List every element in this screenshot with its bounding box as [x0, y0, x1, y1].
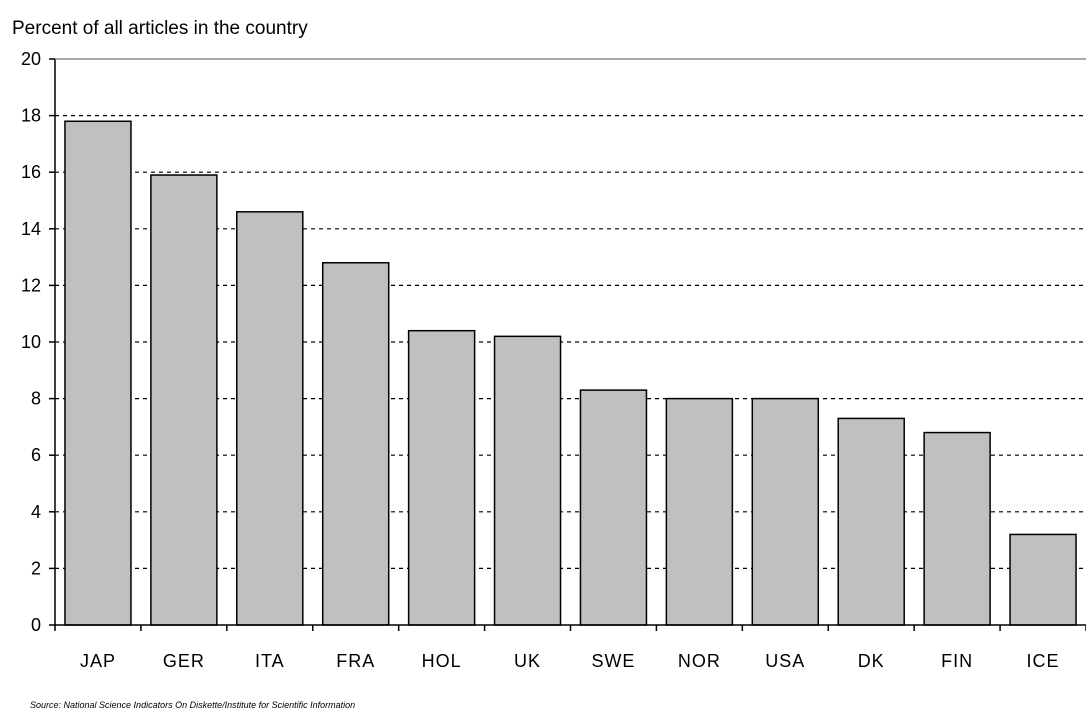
bar-hol: [407, 329, 476, 626]
x-category-label: NOR: [678, 651, 721, 671]
x-category-label: DK: [858, 651, 885, 671]
y-tick-label: 18: [21, 106, 41, 126]
y-tick-label: 2: [31, 558, 41, 578]
bar-usa: [751, 397, 820, 626]
gridlines: [55, 114, 1086, 570]
x-axis-ticks: JAP GER ITA FRA HOL UK SWE NOR USA DK FIN ICE: [54, 625, 1086, 671]
y-tick-label: 8: [31, 389, 41, 409]
x-category-label: FRA: [336, 651, 375, 671]
y-tick-label: 6: [31, 445, 41, 465]
x-category-label: FIN: [941, 651, 973, 671]
x-category-label: JAP: [80, 651, 116, 671]
bar-ger: [150, 174, 218, 626]
y-tick-label: 0: [31, 615, 41, 635]
bar-swe: [579, 389, 648, 626]
x-category-label: HOL: [422, 651, 462, 671]
y-tick-label: 4: [31, 502, 41, 522]
y-tick-label: 10: [21, 332, 41, 352]
bar-fra: [321, 262, 390, 626]
bar-dk: [837, 417, 905, 626]
bar-jap: [64, 120, 132, 626]
x-category-label: ITA: [255, 651, 285, 671]
x-category-label: ICE: [1027, 651, 1060, 671]
y-axis-ticks: 0 2 4 6 8 10 12 14 16 18 20: [21, 49, 55, 635]
bars: [64, 120, 1077, 626]
bar-uk: [493, 335, 562, 626]
source-note: Source: National Science Indicators On D…: [30, 700, 355, 710]
bar-fin: [923, 431, 991, 626]
bar-ice: [1009, 533, 1077, 626]
x-category-label: GER: [163, 651, 205, 671]
bar-ita: [236, 211, 304, 626]
x-category-label: UK: [514, 651, 541, 671]
x-category-label: SWE: [591, 651, 635, 671]
x-category-label: USA: [765, 651, 805, 671]
y-tick-label: 20: [21, 49, 41, 69]
y-tick-label: 16: [21, 162, 41, 182]
chart-title: Percent of all articles in the country: [12, 18, 308, 39]
y-tick-label: 14: [21, 219, 41, 239]
bar-nor: [665, 397, 734, 626]
y-tick-label: 12: [21, 275, 41, 295]
